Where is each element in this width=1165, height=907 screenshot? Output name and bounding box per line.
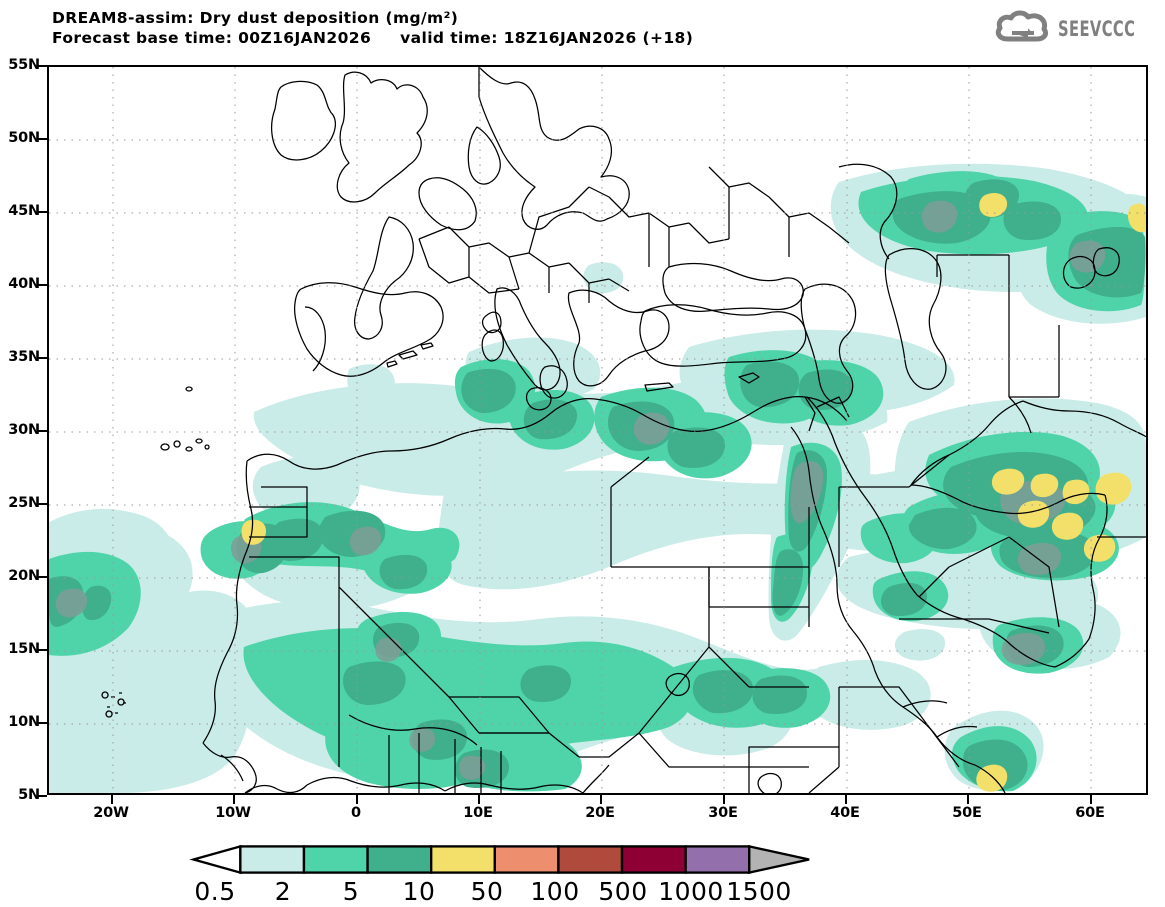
y-tick-label-25N: 25N [8, 495, 40, 511]
colorbar-extend-high [748, 845, 810, 874]
seevccc-logo: SEEVCCC [994, 10, 1157, 48]
y-tick-label-55N: 55N [8, 57, 40, 73]
colorbar-label-5: 5 [342, 877, 360, 906]
hotspot-sw-morocco [241, 519, 266, 545]
colorbar-swatch-1000-1500 [684, 845, 751, 874]
colorbar-swatch-100-500 [557, 845, 624, 874]
map-plot-area [47, 65, 1148, 795]
colorbar-swatch-0.5-2 [239, 845, 306, 874]
hotspot-gulf-6 [1095, 472, 1132, 505]
hotspot-gulf-5 [1083, 534, 1116, 562]
dust-deposition-field [49, 67, 1146, 793]
colorbar-swatches [189, 845, 810, 874]
y-tick-label-45N: 45N [8, 203, 40, 219]
forecast-time-subtitle: Forecast base time: 00Z16JAN2026 valid t… [52, 29, 694, 47]
y-tick-label-20N: 20N [8, 568, 40, 584]
x-tick-label-40E: 40E [830, 805, 860, 821]
chart-title-block: DREAM8-assim: Dry dust deposition (mg/m²… [52, 8, 693, 48]
y-tick-label-40N: 40N [8, 276, 40, 292]
hotspot-gulf-2 [1030, 473, 1059, 498]
contour-band-50-100 [241, 193, 1146, 792]
x-tick-label-30E: 30E [708, 805, 738, 821]
y-tick-label-50N: 50N [8, 130, 40, 146]
y-tick-label-35N: 35N [8, 349, 40, 365]
colorbar-label-100: 100 [530, 877, 580, 906]
colorbar-swatch-2-5 [302, 845, 369, 874]
colorbar-swatch-10-50 [430, 845, 496, 874]
y-tick-label-15N: 15N [8, 641, 40, 657]
hotspot-gulf-7 [1017, 500, 1050, 528]
x-tick-label-10E: 10E [463, 805, 493, 821]
x-tick-label-0: 0 [351, 805, 361, 821]
cloud-arrow-icon [994, 10, 1052, 48]
hotspot-aral [1128, 203, 1146, 233]
colorbar-extend-low [189, 845, 242, 874]
colorbar-label-10: 10 [402, 877, 436, 906]
colorbar-label-500: 500 [598, 877, 648, 906]
y-tick-label-5N: 5N [18, 787, 40, 803]
coastlines-layer [101, 67, 1146, 793]
colorbar-swatch-500-1000 [620, 845, 687, 874]
graticule-grid [49, 67, 1146, 793]
x-tick-label-60E: 60E [1075, 805, 1105, 821]
colorbar-label-1500: 1500 [726, 877, 792, 906]
y-tick-label-30N: 30N [8, 422, 40, 438]
hotspot-caspian [979, 193, 1008, 217]
colorbar-label-50: 50 [470, 877, 504, 906]
x-tick-label-20E: 20E [585, 805, 615, 821]
colorbar-label-1000: 1000 [658, 877, 724, 906]
hotspot-gulf-1 [991, 468, 1025, 495]
hotspot-gulf-4 [1051, 512, 1084, 540]
page-title: DREAM8-assim: Dry dust deposition (mg/m²… [52, 9, 459, 27]
x-tick-label-20W: 20W [93, 805, 129, 821]
colorbar-swatch-5-10 [366, 845, 433, 874]
colorbar-label-0.5: 0.5 [194, 877, 236, 906]
y-tick-label-10N: 10N [8, 714, 40, 730]
x-tick-label-10W: 10W [215, 805, 251, 821]
seevccc-logo-text: SEEVCCC [1057, 17, 1136, 41]
colorbar-swatch-50-100 [493, 845, 560, 874]
colorbar-label-2: 2 [274, 877, 292, 906]
x-tick-label-50E: 50E [952, 805, 982, 821]
